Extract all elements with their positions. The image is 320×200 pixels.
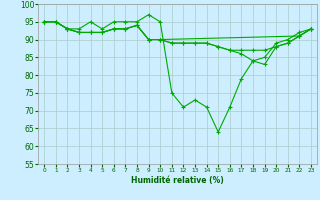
X-axis label: Humidité relative (%): Humidité relative (%)	[131, 176, 224, 185]
